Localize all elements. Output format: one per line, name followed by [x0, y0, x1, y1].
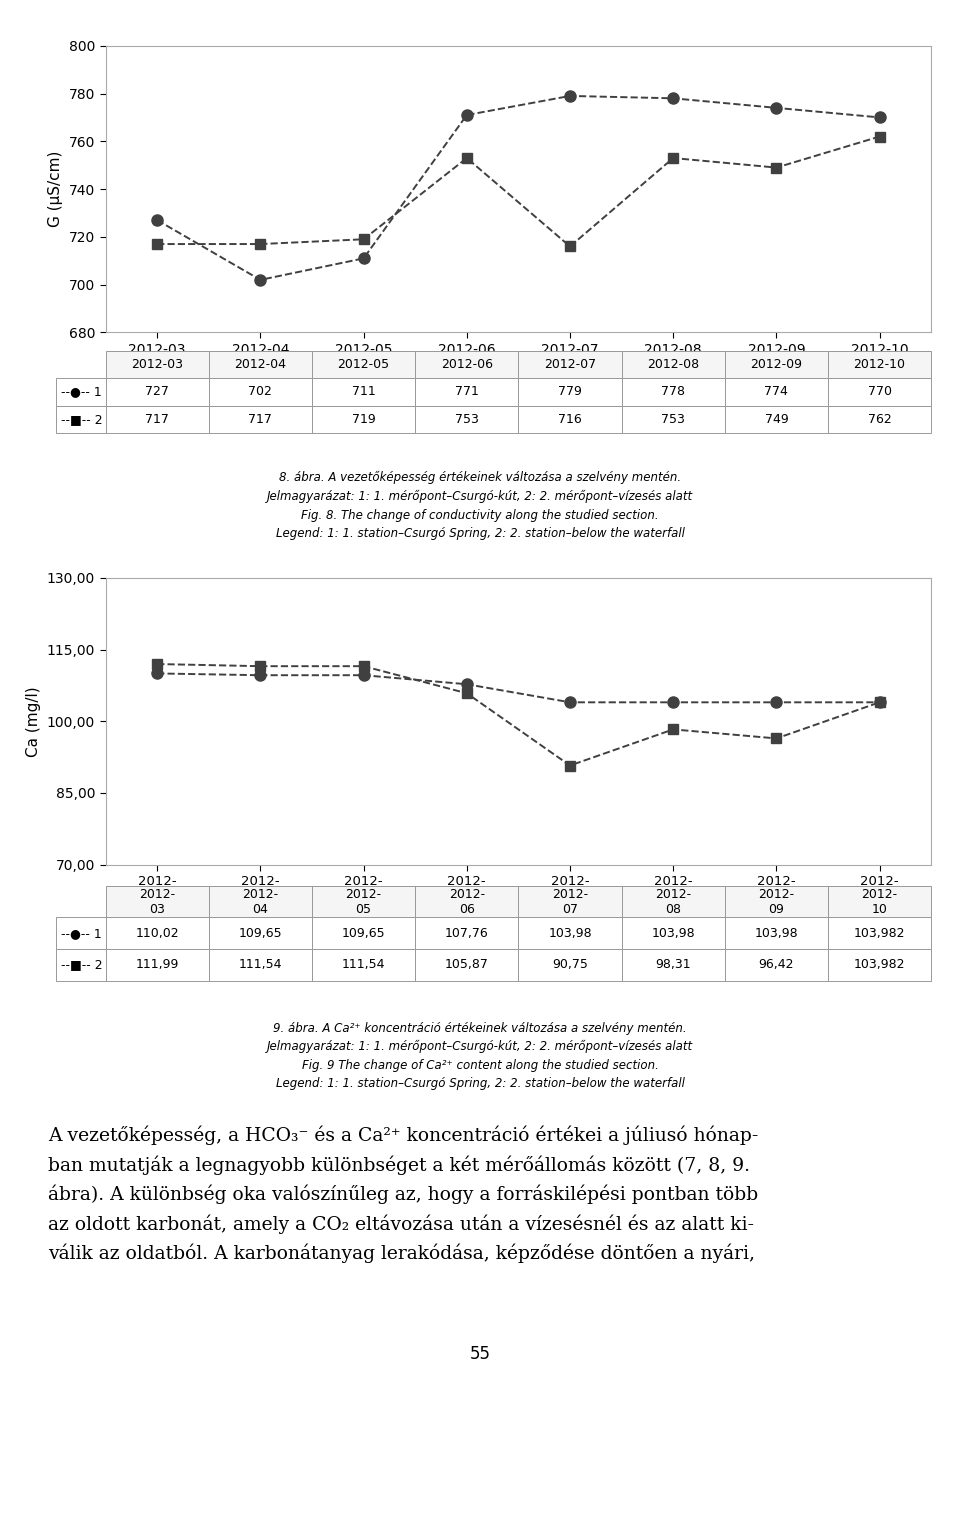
Text: A vezetőképesség, a HCO₃⁻ és a Ca²⁺ koncentráció értékei a júliusó hónap-
ban mu: A vezetőképesség, a HCO₃⁻ és a Ca²⁺ konc… — [48, 1125, 758, 1263]
Text: 55: 55 — [469, 1345, 491, 1363]
Text: 8. ábra. A vezetőképesség értékeinek változása a szelvény mentén.
Jelmagyarázat:: 8. ábra. A vezetőképesség értékeinek vál… — [267, 471, 693, 540]
Y-axis label: Ca (mg/l): Ca (mg/l) — [26, 686, 41, 756]
Y-axis label: G (μS/cm): G (μS/cm) — [48, 151, 63, 227]
Text: 9. ábra. A Ca²⁺ koncentráció értékeinek változása a szelvény mentén.
Jelmagyaráz: 9. ábra. A Ca²⁺ koncentráció értékeinek … — [267, 1022, 693, 1090]
